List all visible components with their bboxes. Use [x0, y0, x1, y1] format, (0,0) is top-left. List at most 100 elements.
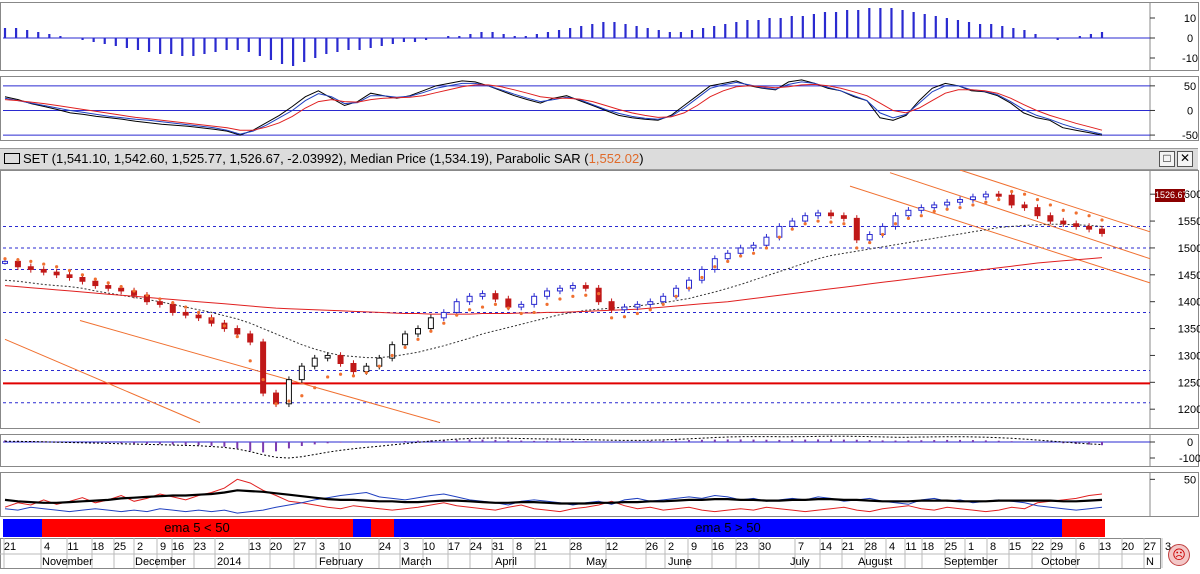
- sar-dot: [1074, 211, 1078, 215]
- candle-body: [363, 365, 370, 373]
- candle-chart-icon: [4, 153, 20, 164]
- sar-dot: [881, 232, 885, 237]
- sar-dot: [364, 371, 368, 375]
- sar-dot: [739, 254, 743, 258]
- oscillator-series-line: [4, 81, 1103, 135]
- sar-dot: [80, 273, 85, 277]
- sar-dot: [932, 209, 936, 213]
- sar-dot: [184, 305, 188, 309]
- sar-dot: [584, 293, 588, 297]
- sar-dot: [777, 235, 781, 239]
- candle-body: [337, 354, 344, 364]
- day-tick-label: 29: [1051, 541, 1063, 553]
- sar-dot: [829, 220, 833, 224]
- day-tick-label: 20: [270, 541, 282, 553]
- sar-dot: [842, 222, 846, 226]
- regime-segment: [1062, 519, 1105, 537]
- day-tick-label: 8: [516, 541, 522, 553]
- candle-body: [298, 365, 305, 381]
- day-tick-label: 12: [606, 541, 618, 553]
- candle-body: [1086, 225, 1093, 230]
- macd-panel-frame: [0, 434, 1199, 467]
- sar-dot: [609, 316, 614, 320]
- sar-dot: [661, 302, 665, 306]
- sar-dot: [945, 207, 949, 211]
- oscillator-series-line: [4, 79, 1103, 136]
- day-tick-label: 26: [646, 541, 658, 553]
- day-tick-label: 2: [137, 541, 143, 553]
- candle-body: [931, 204, 938, 209]
- histogram-tick-label: 0: [1187, 33, 1193, 45]
- sar-dot: [700, 275, 704, 280]
- candle-body: [389, 344, 396, 359]
- sar-dot: [648, 308, 652, 312]
- candle-body: [79, 277, 86, 282]
- sar-dot: [455, 313, 459, 317]
- month-label: March: [401, 556, 432, 568]
- candle-body: [582, 285, 589, 289]
- sar-dot: [390, 353, 394, 358]
- day-tick-label: 21: [535, 541, 547, 553]
- sar-dot: [597, 292, 601, 296]
- sar-dot: [1035, 197, 1040, 202]
- sar-dot: [674, 294, 678, 298]
- sar-dot: [971, 203, 975, 207]
- sar-dot: [132, 289, 136, 293]
- adx-series-line: [4, 478, 1103, 513]
- day-tick-label: 27: [294, 541, 306, 553]
- sar-dot: [67, 268, 72, 273]
- sar-value: 1,552.02: [588, 151, 640, 166]
- regime-label: ema 5 < 50: [164, 520, 229, 535]
- month-label: September: [944, 556, 998, 568]
- regime-segment: [371, 519, 394, 537]
- candle-body: [118, 287, 125, 292]
- sar-dot: [158, 297, 162, 301]
- sar-dot: [726, 259, 730, 263]
- day-tick-label: 18: [92, 541, 104, 553]
- candle-body: [260, 341, 267, 394]
- day-tick-label: 31: [492, 541, 504, 553]
- status-smiley-icon[interactable]: ☹: [1168, 544, 1190, 566]
- sar-dot: [93, 277, 97, 281]
- price-tick-label: 1350: [1178, 324, 1200, 336]
- day-tick-label: 9: [160, 541, 166, 553]
- candle-body: [427, 317, 434, 330]
- sar-dot: [958, 206, 962, 210]
- candle-body: [182, 311, 189, 316]
- oscillator-panel-frame: [0, 76, 1199, 141]
- sar-dot: [545, 302, 549, 306]
- candle-body: [982, 193, 989, 198]
- sar-dot: [119, 285, 123, 289]
- sar-dot: [196, 310, 201, 315]
- candle-body: [556, 287, 563, 292]
- oscillator-series-line: [4, 83, 1103, 131]
- maximize-panel-button[interactable]: □: [1159, 151, 1175, 167]
- day-tick-label: 11: [67, 541, 78, 553]
- sar-dot: [42, 262, 46, 266]
- sar-dot: [751, 251, 756, 255]
- adx-tick-label: 50: [1184, 474, 1196, 486]
- oscillator-tick-label: -50: [1182, 130, 1198, 142]
- month-label: May: [586, 556, 607, 568]
- candle-body: [763, 236, 770, 246]
- candle-body: [905, 209, 912, 217]
- trend-channel-line: [889, 172, 1151, 260]
- day-tick-label: 25: [945, 541, 957, 553]
- price-tick-label: 1300: [1178, 350, 1200, 362]
- candle-body: [944, 201, 951, 206]
- price-tick-label: 1500: [1178, 243, 1200, 255]
- sar-dot: [532, 310, 536, 315]
- candle-body: [892, 215, 899, 227]
- close-panel-button[interactable]: ✕: [1177, 151, 1193, 167]
- sar-dot: [997, 197, 1001, 202]
- candle-body: [621, 306, 628, 311]
- day-tick-label: 4: [889, 541, 895, 553]
- sar-dot: [351, 374, 356, 378]
- day-tick-label: 3: [403, 541, 409, 553]
- price-title-text: SET (1,541.10, 1,542.60, 1,525.77, 1,526…: [23, 151, 589, 166]
- trend-channel-line: [79, 320, 441, 424]
- sar-dot: [468, 308, 472, 312]
- sar-dot: [1022, 192, 1027, 196]
- candle-body: [195, 314, 202, 319]
- candle-body: [544, 290, 551, 297]
